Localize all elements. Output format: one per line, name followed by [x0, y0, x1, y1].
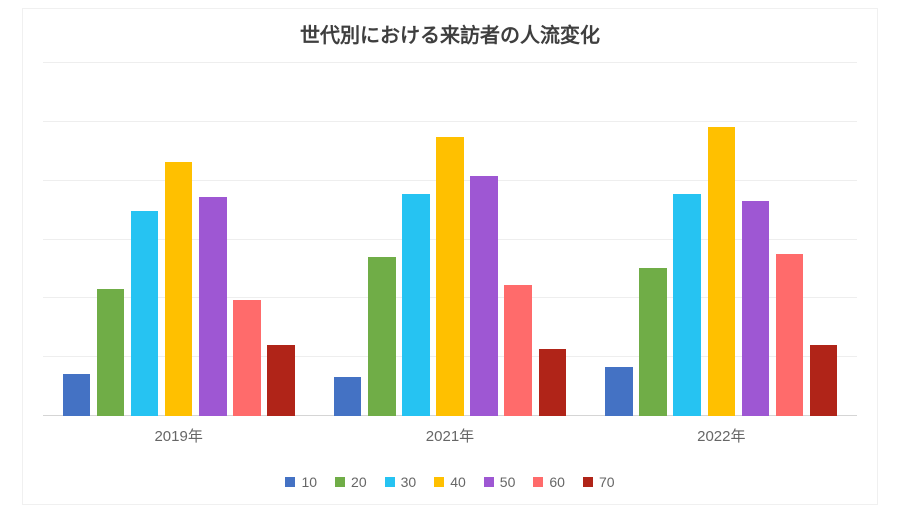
legend-swatch — [385, 477, 395, 487]
x-axis-labels: 2019年2021年2022年 — [43, 425, 857, 446]
bar — [810, 345, 837, 416]
bar — [165, 162, 192, 416]
legend-swatch — [335, 477, 345, 487]
legend-item: 10 — [285, 474, 317, 490]
legend-label: 30 — [401, 474, 417, 490]
bar-group — [314, 63, 585, 416]
chart-title: 世代別における来訪者の人流変化 — [23, 19, 877, 48]
legend-item: 20 — [335, 474, 367, 490]
bar — [368, 257, 395, 416]
legend-label: 70 — [599, 474, 615, 490]
legend-item: 60 — [533, 474, 565, 490]
legend-item: 70 — [583, 474, 615, 490]
legend-label: 20 — [351, 474, 367, 490]
legend-swatch — [484, 477, 494, 487]
bar — [233, 300, 260, 416]
bar — [436, 137, 463, 416]
chart-container: 世代別における来訪者の人流変化 2019年2021年2022年 10 20 30 40… — [22, 8, 878, 505]
bar — [639, 268, 666, 416]
bar-groups — [43, 63, 857, 416]
legend-swatch — [434, 477, 444, 487]
plot-area — [43, 63, 857, 416]
x-axis-label: 2019年 — [43, 425, 314, 446]
legend-swatch — [285, 477, 295, 487]
legend-label: 10 — [301, 474, 317, 490]
legend-label: 50 — [500, 474, 516, 490]
legend-label: 40 — [450, 474, 466, 490]
legend-swatch — [533, 477, 543, 487]
bar — [742, 201, 769, 416]
bar — [402, 194, 429, 416]
legend: 10 20 30 40 50 60 70 — [23, 474, 877, 490]
bar — [334, 377, 361, 416]
bar-group — [586, 63, 857, 416]
bar — [97, 289, 124, 416]
legend-swatch — [583, 477, 593, 487]
bars-row — [331, 63, 570, 416]
bar — [267, 345, 294, 416]
legend-item: 30 — [385, 474, 417, 490]
bar — [199, 197, 226, 416]
bar — [539, 349, 566, 416]
legend-label: 60 — [549, 474, 565, 490]
bars-row — [59, 63, 298, 416]
bar — [605, 367, 632, 416]
bar — [504, 285, 531, 416]
x-axis-label: 2021年 — [314, 425, 585, 446]
legend-item: 40 — [434, 474, 466, 490]
x-axis-label: 2022年 — [586, 425, 857, 446]
bar — [708, 127, 735, 416]
bars-row — [602, 63, 841, 416]
bar — [63, 374, 90, 416]
legend-item: 50 — [484, 474, 516, 490]
bar — [470, 176, 497, 416]
bar — [131, 211, 158, 416]
bar-group — [43, 63, 314, 416]
bar — [776, 254, 803, 416]
bar — [673, 194, 700, 416]
